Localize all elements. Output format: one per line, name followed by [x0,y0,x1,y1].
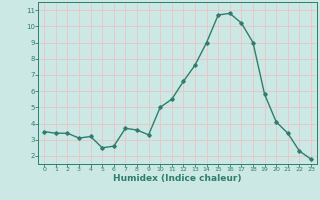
X-axis label: Humidex (Indice chaleur): Humidex (Indice chaleur) [113,174,242,183]
